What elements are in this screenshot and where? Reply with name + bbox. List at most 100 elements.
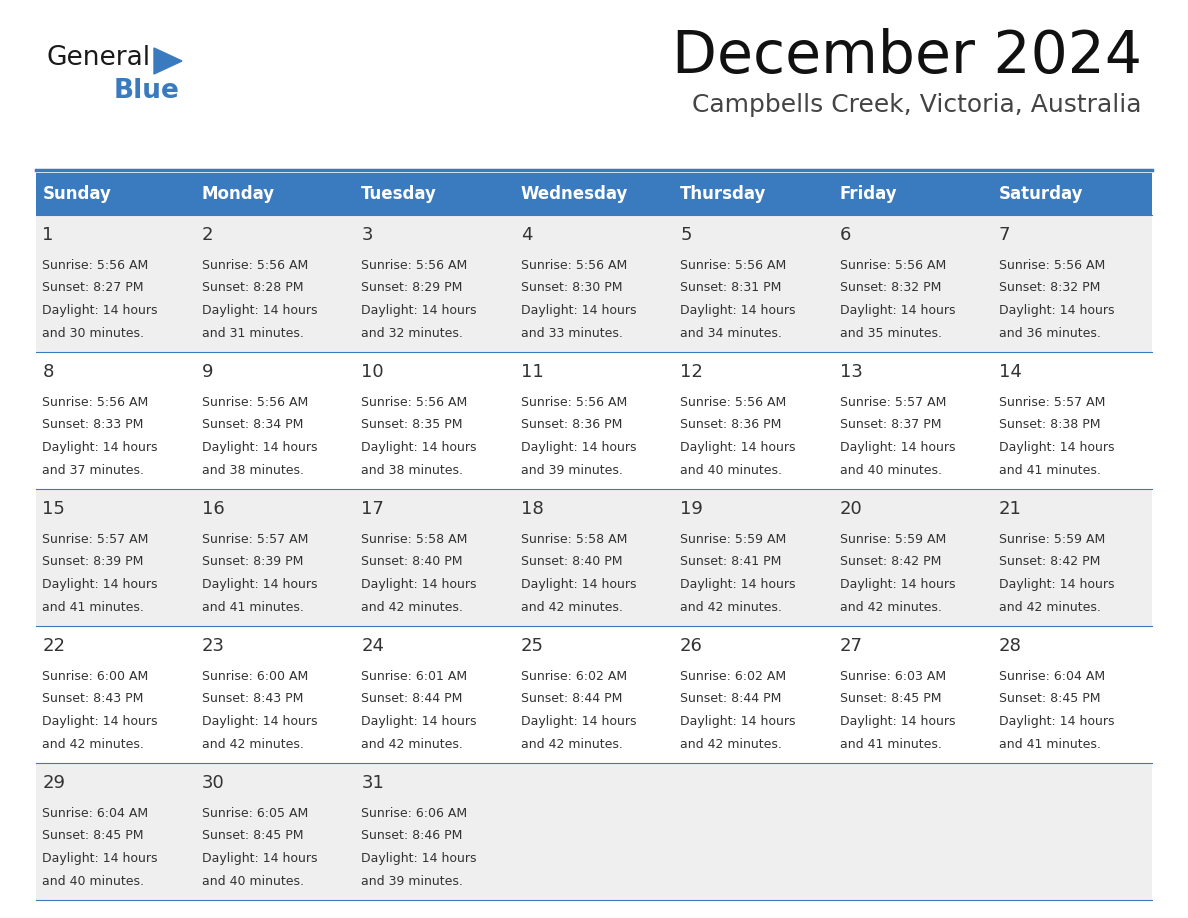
Text: and 41 minutes.: and 41 minutes. xyxy=(999,464,1101,476)
Text: Daylight: 14 hours: Daylight: 14 hours xyxy=(361,441,476,454)
Text: Sunrise: 5:59 AM: Sunrise: 5:59 AM xyxy=(840,532,946,546)
Text: Daylight: 14 hours: Daylight: 14 hours xyxy=(840,304,955,317)
Text: Sunrise: 5:57 AM: Sunrise: 5:57 AM xyxy=(43,532,148,546)
Text: Daylight: 14 hours: Daylight: 14 hours xyxy=(361,715,476,728)
Text: Sunrise: 6:03 AM: Sunrise: 6:03 AM xyxy=(840,670,946,683)
Text: Sunrise: 5:59 AM: Sunrise: 5:59 AM xyxy=(680,532,786,546)
Text: Daylight: 14 hours: Daylight: 14 hours xyxy=(43,304,158,317)
Text: 12: 12 xyxy=(680,363,703,381)
Text: Sunset: 8:31 PM: Sunset: 8:31 PM xyxy=(680,282,782,295)
Text: and 41 minutes.: and 41 minutes. xyxy=(202,600,304,613)
Bar xyxy=(36,215,1152,352)
Text: Sunrise: 6:00 AM: Sunrise: 6:00 AM xyxy=(43,670,148,683)
Text: Sunrise: 5:57 AM: Sunrise: 5:57 AM xyxy=(840,396,946,409)
Text: 24: 24 xyxy=(361,637,384,655)
Bar xyxy=(36,352,1152,489)
Text: 27: 27 xyxy=(840,637,862,655)
Text: and 40 minutes.: and 40 minutes. xyxy=(202,875,304,888)
Text: and 34 minutes.: and 34 minutes. xyxy=(680,327,782,340)
Text: Daylight: 14 hours: Daylight: 14 hours xyxy=(361,578,476,591)
Text: and 42 minutes.: and 42 minutes. xyxy=(999,600,1101,613)
Text: Sunrise: 5:56 AM: Sunrise: 5:56 AM xyxy=(520,396,627,409)
Bar xyxy=(36,173,1152,215)
Text: Sunset: 8:45 PM: Sunset: 8:45 PM xyxy=(840,692,941,705)
Text: Daylight: 14 hours: Daylight: 14 hours xyxy=(202,441,317,454)
Text: Sunset: 8:38 PM: Sunset: 8:38 PM xyxy=(999,419,1100,431)
Text: 26: 26 xyxy=(680,637,703,655)
Text: and 38 minutes.: and 38 minutes. xyxy=(202,464,304,476)
Text: Sunrise: 5:57 AM: Sunrise: 5:57 AM xyxy=(999,396,1105,409)
Text: 1: 1 xyxy=(43,226,53,244)
Text: 5: 5 xyxy=(680,226,691,244)
Text: Daylight: 14 hours: Daylight: 14 hours xyxy=(840,578,955,591)
Text: Sunrise: 5:56 AM: Sunrise: 5:56 AM xyxy=(840,259,946,272)
Text: 14: 14 xyxy=(999,363,1022,381)
Text: Sunrise: 5:56 AM: Sunrise: 5:56 AM xyxy=(999,259,1105,272)
Text: Sunset: 8:44 PM: Sunset: 8:44 PM xyxy=(520,692,623,705)
Text: Sunrise: 5:57 AM: Sunrise: 5:57 AM xyxy=(202,532,308,546)
Text: Sunrise: 5:58 AM: Sunrise: 5:58 AM xyxy=(361,532,468,546)
Text: Daylight: 14 hours: Daylight: 14 hours xyxy=(43,578,158,591)
Text: 23: 23 xyxy=(202,637,225,655)
Text: and 32 minutes.: and 32 minutes. xyxy=(361,327,463,340)
Text: Sunrise: 5:56 AM: Sunrise: 5:56 AM xyxy=(202,259,308,272)
Text: and 42 minutes.: and 42 minutes. xyxy=(680,738,782,751)
Text: Sunset: 8:44 PM: Sunset: 8:44 PM xyxy=(361,692,462,705)
Text: Sunset: 8:42 PM: Sunset: 8:42 PM xyxy=(999,555,1100,568)
Text: Daylight: 14 hours: Daylight: 14 hours xyxy=(680,304,796,317)
Text: and 42 minutes.: and 42 minutes. xyxy=(520,738,623,751)
Text: Daylight: 14 hours: Daylight: 14 hours xyxy=(680,441,796,454)
Text: Sunset: 8:46 PM: Sunset: 8:46 PM xyxy=(361,830,462,843)
Text: 3: 3 xyxy=(361,226,373,244)
Text: Sunset: 8:33 PM: Sunset: 8:33 PM xyxy=(43,419,144,431)
Text: 25: 25 xyxy=(520,637,544,655)
Text: Sunrise: 6:02 AM: Sunrise: 6:02 AM xyxy=(520,670,627,683)
Text: Daylight: 14 hours: Daylight: 14 hours xyxy=(520,441,636,454)
Text: Sunset: 8:41 PM: Sunset: 8:41 PM xyxy=(680,555,782,568)
Text: Daylight: 14 hours: Daylight: 14 hours xyxy=(520,578,636,591)
Text: Daylight: 14 hours: Daylight: 14 hours xyxy=(43,852,158,865)
Text: Daylight: 14 hours: Daylight: 14 hours xyxy=(840,715,955,728)
Text: and 36 minutes.: and 36 minutes. xyxy=(999,327,1101,340)
Text: and 41 minutes.: and 41 minutes. xyxy=(999,738,1101,751)
Text: Sunrise: 5:56 AM: Sunrise: 5:56 AM xyxy=(520,259,627,272)
Text: Sunrise: 6:06 AM: Sunrise: 6:06 AM xyxy=(361,807,467,820)
Text: Sunset: 8:45 PM: Sunset: 8:45 PM xyxy=(43,830,144,843)
Text: Saturday: Saturday xyxy=(999,185,1083,203)
Text: and 42 minutes.: and 42 minutes. xyxy=(43,738,144,751)
Text: Daylight: 14 hours: Daylight: 14 hours xyxy=(999,578,1114,591)
Text: 8: 8 xyxy=(43,363,53,381)
Text: Sunrise: 6:05 AM: Sunrise: 6:05 AM xyxy=(202,807,308,820)
Text: Friday: Friday xyxy=(840,185,897,203)
Text: Sunrise: 5:58 AM: Sunrise: 5:58 AM xyxy=(520,532,627,546)
Text: Sunset: 8:43 PM: Sunset: 8:43 PM xyxy=(202,692,303,705)
Text: 22: 22 xyxy=(43,637,65,655)
Text: and 42 minutes.: and 42 minutes. xyxy=(840,600,941,613)
Bar xyxy=(36,763,1152,900)
Text: Sunrise: 5:56 AM: Sunrise: 5:56 AM xyxy=(43,259,148,272)
Text: Daylight: 14 hours: Daylight: 14 hours xyxy=(202,852,317,865)
Text: Daylight: 14 hours: Daylight: 14 hours xyxy=(43,441,158,454)
Text: 29: 29 xyxy=(43,774,65,792)
Text: Sunset: 8:44 PM: Sunset: 8:44 PM xyxy=(680,692,782,705)
Text: 16: 16 xyxy=(202,500,225,518)
Text: Sunset: 8:39 PM: Sunset: 8:39 PM xyxy=(202,555,303,568)
Text: Daylight: 14 hours: Daylight: 14 hours xyxy=(520,715,636,728)
Text: Daylight: 14 hours: Daylight: 14 hours xyxy=(520,304,636,317)
Text: Sunrise: 5:56 AM: Sunrise: 5:56 AM xyxy=(361,259,468,272)
Text: Sunset: 8:29 PM: Sunset: 8:29 PM xyxy=(361,282,462,295)
Text: and 42 minutes.: and 42 minutes. xyxy=(361,600,463,613)
Text: Sunrise: 5:59 AM: Sunrise: 5:59 AM xyxy=(999,532,1105,546)
Text: Sunrise: 5:56 AM: Sunrise: 5:56 AM xyxy=(680,396,786,409)
Text: Sunset: 8:36 PM: Sunset: 8:36 PM xyxy=(680,419,782,431)
Text: Sunrise: 6:01 AM: Sunrise: 6:01 AM xyxy=(361,670,467,683)
Text: Sunset: 8:42 PM: Sunset: 8:42 PM xyxy=(840,555,941,568)
Text: Daylight: 14 hours: Daylight: 14 hours xyxy=(680,715,796,728)
Polygon shape xyxy=(154,48,182,74)
Text: Sunset: 8:32 PM: Sunset: 8:32 PM xyxy=(840,282,941,295)
Bar xyxy=(36,489,1152,626)
Text: Sunrise: 5:56 AM: Sunrise: 5:56 AM xyxy=(202,396,308,409)
Text: Sunrise: 5:56 AM: Sunrise: 5:56 AM xyxy=(43,396,148,409)
Text: Sunrise: 6:04 AM: Sunrise: 6:04 AM xyxy=(999,670,1105,683)
Text: and 37 minutes.: and 37 minutes. xyxy=(43,464,145,476)
